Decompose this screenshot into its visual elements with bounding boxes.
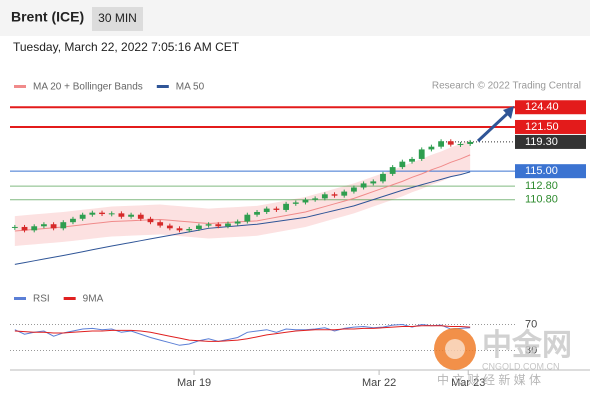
watermark-domain: CNGOLD.COM.CN bbox=[482, 361, 560, 371]
candle bbox=[254, 211, 260, 215]
level-label: 124.40 bbox=[525, 101, 559, 113]
candle bbox=[50, 224, 57, 229]
level-box bbox=[515, 100, 586, 115]
candle bbox=[418, 149, 425, 159]
candle bbox=[341, 191, 348, 196]
symbol: Brent (ICE) bbox=[11, 9, 84, 25]
candle bbox=[157, 222, 164, 226]
rsi-tick-label: 70 bbox=[525, 318, 537, 330]
level-label: 110.80 bbox=[525, 194, 558, 206]
level-box bbox=[515, 134, 586, 149]
candle bbox=[351, 187, 357, 192]
candle bbox=[283, 203, 289, 210]
candle bbox=[11, 226, 18, 228]
datetime: Tuesday, March 22, 2022 7:05:16 AM CET bbox=[13, 40, 240, 54]
candle bbox=[196, 225, 202, 229]
candle bbox=[70, 218, 76, 223]
x-tick-label: Mar 19 bbox=[177, 377, 211, 389]
legend-label: RSI bbox=[33, 294, 50, 305]
candle bbox=[137, 214, 144, 219]
legend-label: MA 20 + Bollinger Bands bbox=[33, 82, 143, 93]
legend-label: MA 50 bbox=[176, 82, 205, 93]
candle bbox=[128, 214, 134, 217]
candle bbox=[147, 218, 154, 223]
bollinger-band bbox=[14, 139, 471, 246]
ma-line bbox=[14, 171, 471, 265]
candle bbox=[41, 224, 47, 227]
candle bbox=[409, 158, 415, 162]
forecast-arrowhead bbox=[503, 106, 514, 119]
level-label: 121.50 bbox=[525, 121, 559, 133]
legend-label: 9MA bbox=[83, 294, 104, 305]
ma-line bbox=[14, 154, 471, 232]
forecast-arrow bbox=[476, 111, 510, 143]
candle bbox=[467, 141, 474, 144]
candle bbox=[389, 167, 396, 174]
candle bbox=[273, 208, 280, 210]
candle bbox=[21, 226, 28, 231]
candle bbox=[118, 213, 125, 217]
x-tick-label: Mar 22 bbox=[362, 377, 396, 389]
candle bbox=[244, 214, 251, 222]
candle bbox=[370, 181, 377, 184]
legend-swatch bbox=[14, 297, 26, 300]
candle bbox=[79, 214, 86, 219]
candle bbox=[360, 183, 367, 188]
rsi-line bbox=[14, 323, 471, 346]
candle bbox=[89, 212, 96, 215]
credit: Research © 2022 Trading Central bbox=[432, 81, 581, 92]
legend-swatch bbox=[156, 85, 169, 88]
header-bar bbox=[0, 0, 590, 36]
candle bbox=[380, 173, 386, 182]
candle bbox=[331, 194, 338, 196]
level-box bbox=[515, 119, 586, 134]
timeframe: 30 MIN bbox=[98, 11, 137, 25]
candle bbox=[60, 222, 67, 229]
candle bbox=[215, 224, 222, 227]
candle bbox=[428, 146, 435, 150]
candle bbox=[99, 212, 105, 215]
timeframe-badge bbox=[92, 7, 143, 31]
candle bbox=[186, 228, 193, 231]
candle bbox=[447, 141, 454, 145]
candle bbox=[292, 202, 299, 204]
watermark-brand: 中金网 bbox=[482, 328, 572, 362]
legend-swatch bbox=[63, 297, 76, 300]
watermark-slogan: 中 文 财 经 新 媒 体 bbox=[437, 372, 541, 387]
candle bbox=[457, 143, 464, 145]
candle bbox=[263, 208, 270, 212]
x-tick-label: Mar 23 bbox=[451, 377, 485, 389]
candle bbox=[108, 213, 115, 215]
level-label: 115.00 bbox=[525, 165, 558, 177]
candle bbox=[234, 221, 241, 224]
level-label: 112.80 bbox=[525, 180, 558, 192]
rsi-tick-label: 30 bbox=[525, 344, 537, 356]
candle bbox=[31, 226, 38, 231]
watermark-logo-inner bbox=[445, 339, 465, 359]
legend-swatch bbox=[14, 85, 26, 88]
candle bbox=[399, 161, 406, 168]
candle bbox=[176, 228, 183, 231]
watermark: 中金网 CNGOLD.COM.CN 中 文 财 经 新 媒 体 bbox=[434, 328, 572, 387]
level-box bbox=[515, 164, 586, 179]
candle bbox=[302, 199, 309, 203]
level-label: 119.30 bbox=[525, 136, 558, 148]
rsi-line bbox=[14, 325, 471, 342]
candle bbox=[205, 224, 212, 226]
candle bbox=[225, 223, 231, 227]
candle bbox=[312, 198, 319, 200]
candle bbox=[438, 141, 444, 147]
candle bbox=[166, 225, 173, 229]
candle bbox=[321, 194, 328, 199]
